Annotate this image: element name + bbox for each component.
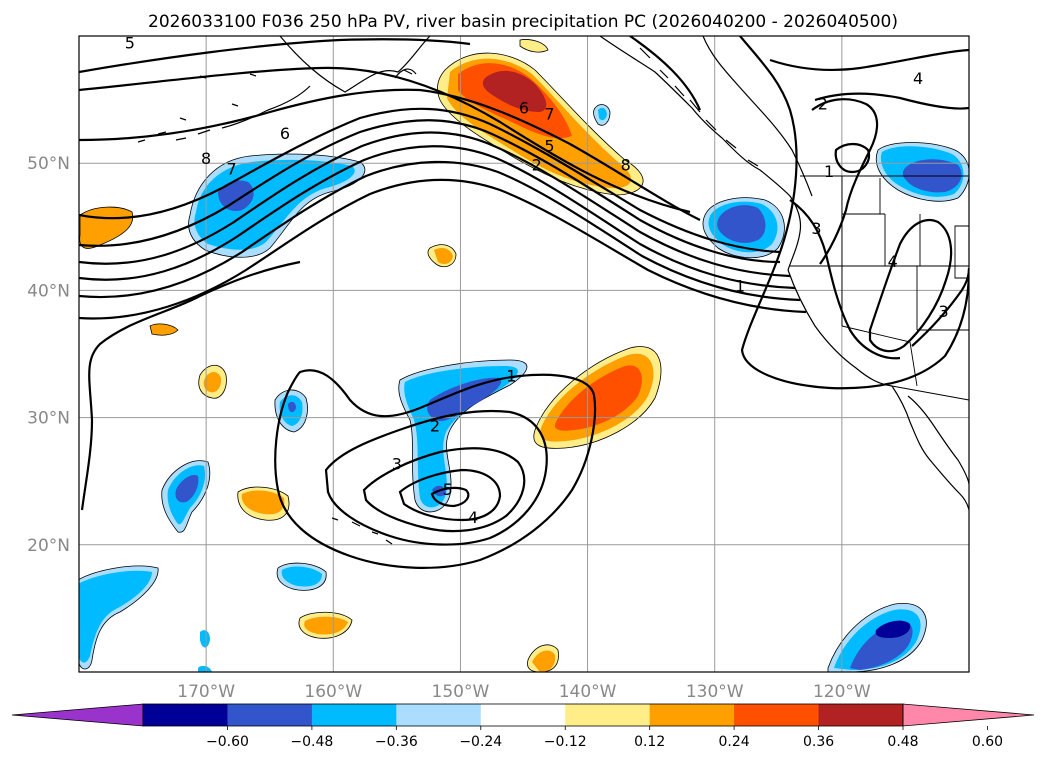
colorbar-tick-label: −0.24: [459, 734, 502, 750]
contour-label: 1: [735, 276, 745, 295]
contour-label: 3: [811, 219, 821, 238]
lat-tick-label: 20°N: [27, 536, 70, 556]
contour-label: 7: [226, 159, 236, 178]
shade-negative-other: [79, 104, 611, 672]
colorbar-extend-max: [902, 703, 1035, 727]
shade-negative-rockies: [875, 142, 969, 202]
lon-tick-label: 150°W: [432, 682, 490, 702]
lon-tick-label: 170°W: [177, 682, 235, 702]
colorbar-segment: [227, 704, 313, 726]
contour-label: 2: [818, 95, 828, 114]
shade-negative-aleutian: [188, 153, 366, 258]
contour-label: 3: [938, 302, 948, 321]
lat-tick-label: 50°N: [27, 154, 70, 174]
colorbar-segment: [143, 704, 228, 726]
colorbar-tick-label: −0.60: [206, 734, 249, 750]
lon-tick-label: 160°W: [304, 682, 362, 702]
shade-negative-subtropical: [398, 359, 528, 513]
contour-label: 1: [506, 367, 516, 386]
colorbar: −0.60 −0.48 −0.36 −0.24 −0.12 0.12 0.24 0.36 0.4…: [11, 703, 1035, 750]
contour-label: 2: [532, 156, 542, 175]
longitude-labels: 170°W 160°W 150°W 140°W 130°W 120°W: [177, 682, 871, 702]
contour-label: 7: [544, 105, 554, 124]
chart-title: 2026033100 F036 250 hPa PV, river basin …: [148, 12, 898, 32]
contour-label: 5: [443, 480, 453, 499]
contour-label: 2: [430, 416, 440, 435]
contour-label: 4: [913, 69, 923, 88]
colorbar-segment: [396, 704, 482, 726]
colorbar-segment: [480, 704, 566, 726]
colorbar-segment: [311, 704, 397, 726]
colorbar-tick-label: 0.24: [719, 734, 750, 750]
colorbar-tick-label: 0.12: [634, 734, 665, 750]
colorbar-tick-label: −0.48: [290, 734, 333, 750]
colorbar-tick-label: 0.36: [803, 734, 834, 750]
map-frame: [78, 35, 970, 673]
shade-negative-baja: [827, 603, 927, 672]
contour-label: 6: [280, 124, 290, 143]
contour-label: 6: [519, 98, 529, 117]
colorbar-tick-label: 0.60: [972, 734, 1003, 750]
lon-tick-label: 120°W: [813, 682, 871, 702]
colorbar-tick-label: −0.12: [544, 734, 587, 750]
contour-label: 8: [621, 156, 631, 175]
lat-tick-label: 30°N: [27, 409, 70, 429]
colorbar-segment: [565, 704, 651, 726]
colorbar-tick-label: 0.48: [887, 734, 918, 750]
contour-label: 1: [824, 162, 834, 181]
shade-positive-subtropical: [533, 346, 662, 449]
colorbar-frame: [142, 703, 904, 727]
colorbar-segment: [734, 704, 820, 726]
contour-label: 5: [544, 136, 554, 155]
contour-label: 4: [888, 252, 898, 271]
colorbar-segment: [818, 704, 904, 726]
colorbar-extend-min: [11, 703, 144, 727]
latitude-labels: 20°N 30°N 40°N 50°N: [27, 154, 70, 556]
lat-tick-label: 40°N: [27, 281, 70, 301]
pv-contours: [79, 36, 969, 569]
contour-label: 4: [468, 508, 478, 527]
lon-tick-label: 130°W: [686, 682, 744, 702]
colorbar-segment: [649, 704, 735, 726]
shade-positive-gulf-alaska: [437, 52, 644, 196]
lon-tick-label: 140°W: [559, 682, 617, 702]
contour-label: 8: [201, 149, 211, 168]
contour-label: 3: [392, 454, 402, 473]
colorbar-tick-label: −0.36: [375, 734, 418, 750]
contour-label: 5: [125, 33, 135, 52]
